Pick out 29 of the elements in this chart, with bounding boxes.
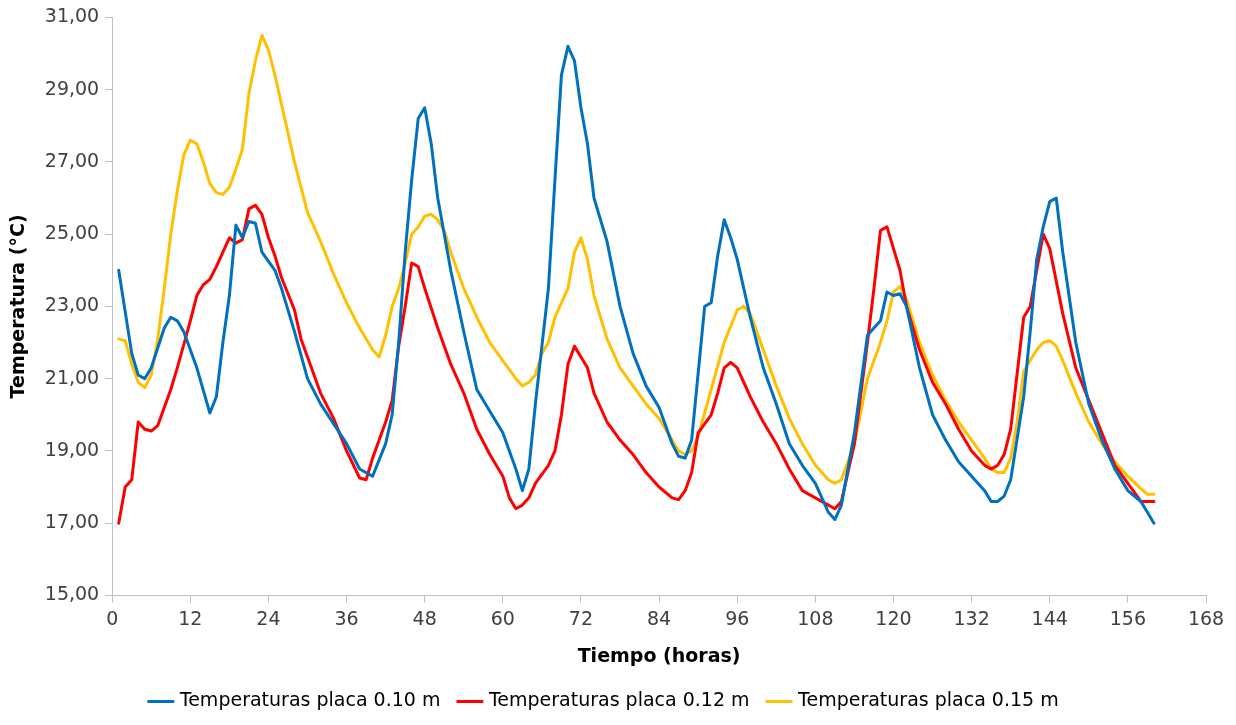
x-tick-label: 120 bbox=[875, 606, 912, 629]
x-tick-label: 0 bbox=[106, 606, 119, 629]
x-tick-label: 60 bbox=[490, 606, 515, 629]
legend-label: Temperaturas placa 0.10 m bbox=[178, 688, 441, 711]
y-tick-label: 21,00 bbox=[44, 365, 100, 388]
x-tick-label: 108 bbox=[797, 606, 834, 629]
x-tick-label: 156 bbox=[1109, 606, 1146, 629]
x-tick-label: 84 bbox=[647, 606, 672, 629]
x-tick-label: 36 bbox=[334, 606, 359, 629]
x-axis-title: Tiempo (horas) bbox=[577, 643, 741, 666]
x-tick-label: 24 bbox=[256, 606, 281, 629]
y-tick-label: 17,00 bbox=[44, 510, 100, 533]
x-tick-label: 168 bbox=[1187, 606, 1225, 629]
y-tick-label: 25,00 bbox=[44, 221, 100, 244]
legend-label: Temperaturas placa 0.12 m bbox=[487, 688, 750, 711]
y-tick-label: 29,00 bbox=[44, 76, 100, 99]
x-tick-label: 96 bbox=[725, 606, 750, 629]
y-tick-label: 23,00 bbox=[44, 293, 100, 316]
x-tick-label: 132 bbox=[953, 606, 990, 629]
x-tick-label: 48 bbox=[412, 606, 437, 629]
y-axis-title: Temperatura (°C) bbox=[6, 214, 29, 399]
y-tick-label: 19,00 bbox=[44, 437, 100, 460]
y-tick-label: 27,00 bbox=[44, 148, 100, 171]
legend-label: Temperaturas placa 0.15 m bbox=[797, 688, 1059, 711]
x-tick-label: 12 bbox=[178, 606, 203, 629]
y-tick-label: 15,00 bbox=[44, 582, 100, 605]
x-tick-label: 72 bbox=[568, 606, 594, 629]
x-tick-label: 144 bbox=[1031, 606, 1068, 629]
y-tick-label: 31,00 bbox=[44, 4, 100, 27]
